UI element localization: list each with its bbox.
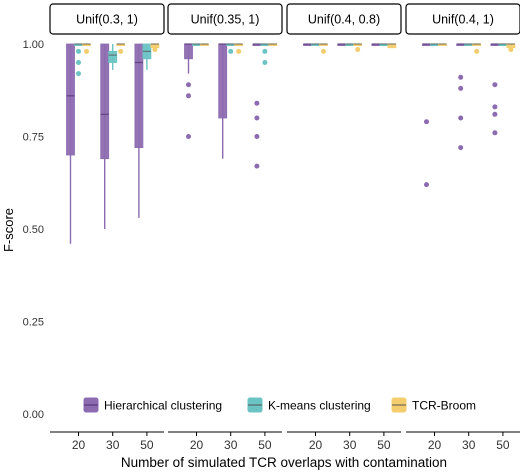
x-tick-label: 20 — [190, 438, 204, 452]
outlier-point — [236, 48, 242, 54]
outlier-point — [355, 47, 361, 53]
outlier-point — [321, 48, 326, 54]
legend-item: Hierarchical clustering — [83, 397, 222, 413]
facet-strip-box — [286, 3, 402, 35]
x-tick-label: 30 — [343, 438, 357, 452]
x-tick-label: 30 — [224, 438, 238, 452]
y-tick-label: 0.25 — [23, 317, 44, 329]
legend-item: TCR-Broom — [391, 397, 476, 413]
y-axis-title: F-score — [1, 208, 16, 252]
box-body — [134, 43, 144, 148]
x-tick-label: 50 — [496, 438, 510, 452]
outlier-point — [228, 48, 234, 54]
x-tick-label: 20 — [72, 438, 86, 452]
y-tick-label: 0.50 — [23, 224, 44, 236]
outlier-point — [76, 60, 81, 65]
legend-label: Hierarchical clustering — [104, 399, 222, 413]
box-body — [184, 43, 193, 60]
x-tick-label: 50 — [258, 438, 272, 452]
outlier-point — [186, 134, 191, 139]
x-tick-label: 30 — [106, 438, 120, 452]
y-axis: 0.00 0.25 0.50 0.75 1.00 — [23, 39, 44, 421]
box-body — [100, 43, 110, 160]
outlier-point — [186, 93, 191, 99]
outlier-point — [262, 60, 268, 65]
legend-item: K-means clustering — [247, 397, 371, 413]
x-tick-label: 30 — [462, 438, 476, 452]
y-tick-label: 0.75 — [23, 132, 44, 144]
facet-strip-box — [405, 3, 520, 35]
facet-strips: Unif(0.3, 1) Unif(0.35, 1) Unif(0.4, 0.8) U… — [49, 3, 520, 35]
x-tick-label: 50 — [377, 438, 391, 452]
box-body — [66, 43, 75, 156]
facet-panel: 20 30 50 — [168, 43, 282, 452]
x-tick-label: 20 — [428, 438, 442, 452]
legend-label: TCR-Broom — [412, 399, 476, 413]
outlier-point — [254, 163, 260, 169]
outlier-point — [508, 47, 514, 53]
facet-strip-label: Unif(0.4, 1) — [432, 13, 494, 27]
x-tick-label: 50 — [140, 438, 154, 452]
facet-panel: 20 30 50 — [406, 43, 520, 452]
outlier-point — [254, 115, 260, 121]
outlier-point — [76, 71, 81, 77]
x-axis-title: Number of simulated TCR overlaps with co… — [121, 455, 447, 470]
outlier-point — [84, 48, 89, 54]
facet-panel: 20 30 50 — [50, 43, 164, 452]
outlier-point — [152, 47, 158, 53]
y-tick-label: 1.00 — [23, 39, 44, 51]
outlier-point — [76, 48, 81, 54]
outlier-point — [262, 48, 268, 54]
box-body — [108, 51, 118, 63]
outlier-point — [458, 74, 464, 80]
facet-panels: 20 30 50 20 30 50 20 30 50 20 30 50 — [50, 43, 520, 452]
outlier-point — [458, 85, 464, 91]
outlier-point — [458, 145, 464, 151]
outlier-point — [492, 130, 498, 136]
facet-strip-label: Unif(0.35, 1) — [191, 13, 260, 27]
outlier-point — [492, 82, 498, 88]
legend: Hierarchical clustering K-means clusterin… — [83, 397, 476, 413]
outlier-point — [492, 111, 498, 117]
outlier-point — [474, 48, 480, 54]
outlier-point — [424, 182, 429, 188]
y-tick-label: 0.00 — [23, 409, 44, 421]
outlier-point — [118, 48, 124, 54]
x-tick-label: 20 — [309, 438, 323, 452]
outlier-point — [492, 104, 498, 110]
outlier-point — [424, 119, 429, 125]
facet-strip-label: Unif(0.3, 1) — [76, 13, 138, 27]
facet-strip-box — [49, 3, 165, 35]
outlier-point — [458, 115, 464, 121]
facet-panel: 20 30 50 — [287, 43, 401, 452]
facet-strip-box — [167, 3, 283, 35]
legend-label: K-means clustering — [268, 399, 371, 413]
box-body — [218, 43, 228, 119]
facet-strip-label: Unif(0.4, 0.8) — [308, 13, 380, 27]
outlier-point — [254, 100, 260, 106]
outlier-point — [254, 134, 260, 139]
outlier-point — [186, 82, 191, 88]
